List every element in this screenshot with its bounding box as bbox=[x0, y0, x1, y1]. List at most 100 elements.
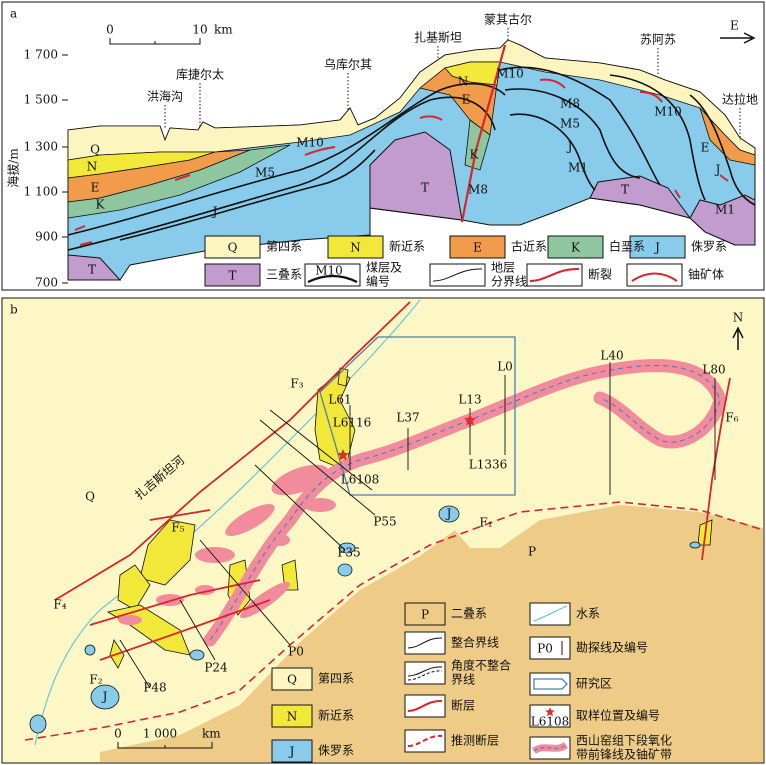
exploration-lines bbox=[119, 362, 716, 689]
legend-line bbox=[407, 666, 443, 677]
unit-label: K bbox=[470, 148, 480, 162]
unit-label: M5 bbox=[255, 166, 275, 180]
y-tick-label: 1 700 bbox=[24, 48, 58, 62]
panel-label: a bbox=[10, 7, 17, 21]
legend-text: 三叠系 bbox=[266, 268, 302, 282]
unit-n bbox=[444, 61, 501, 86]
legend-swatch bbox=[547, 235, 604, 259]
unit-t bbox=[589, 175, 692, 219]
map-label: F₆ bbox=[725, 411, 738, 425]
y-tick-label: 700 bbox=[35, 276, 58, 290]
legend-text: 推测断层 bbox=[451, 733, 499, 748]
legend-text: 分界线 bbox=[491, 275, 527, 289]
unit-label: M8 bbox=[468, 183, 488, 197]
map-label: P55 bbox=[373, 515, 396, 529]
legend-swatch bbox=[429, 263, 486, 287]
map-label: F₁ bbox=[479, 516, 492, 530]
legend-symbol: J bbox=[653, 241, 660, 255]
scale-bar-b bbox=[117, 742, 213, 749]
place-name: 苏阿苏 bbox=[640, 33, 676, 47]
legend-text: 白垩系 bbox=[609, 239, 645, 254]
legend-symbol: N bbox=[350, 241, 361, 255]
legend-swatch bbox=[327, 235, 384, 259]
fault bbox=[460, 44, 507, 223]
map-label: L37 bbox=[396, 411, 419, 425]
legend-swatch bbox=[271, 704, 313, 728]
place-name: 扎基斯坦 bbox=[414, 31, 462, 45]
legend-line bbox=[407, 699, 443, 712]
legend-swatch bbox=[629, 235, 686, 259]
unit-label: J bbox=[714, 163, 721, 177]
map-label: F₂ bbox=[89, 673, 102, 687]
legend-symbol: M10 bbox=[315, 264, 343, 278]
unit-label: N bbox=[87, 160, 98, 174]
study-area bbox=[319, 336, 516, 496]
unit-label: M10 bbox=[296, 136, 324, 150]
north-arrow bbox=[732, 326, 744, 350]
legend-line bbox=[533, 605, 568, 622]
legend-swatch bbox=[526, 263, 583, 287]
legend-symbol: T bbox=[228, 269, 236, 283]
unit-label: N bbox=[458, 75, 469, 89]
unit-label: T bbox=[421, 181, 429, 195]
legend-text: 新近系 bbox=[318, 708, 354, 723]
unit-label: M10 bbox=[496, 67, 524, 81]
legend-text: 古近系 bbox=[511, 239, 547, 254]
legend-text: 煤层及 bbox=[366, 261, 402, 275]
map-label: L61 bbox=[328, 393, 351, 407]
map-label: L13 bbox=[458, 393, 481, 407]
sample-stars bbox=[337, 414, 476, 461]
unit-label: M5 bbox=[560, 117, 580, 131]
legend-text: 整合界线 bbox=[451, 635, 499, 650]
unit-j-patches bbox=[29, 505, 701, 734]
legend-line bbox=[307, 274, 358, 283]
legend-swatch bbox=[449, 235, 506, 259]
legend-text: 研究区 bbox=[576, 676, 612, 691]
unit-q bbox=[67, 39, 756, 161]
legend-text: 带前锋线及铀矿带 bbox=[576, 747, 672, 762]
unit-label: T bbox=[88, 263, 96, 277]
map-label: J bbox=[445, 507, 452, 521]
place-name: 库捷尔太 bbox=[176, 67, 224, 82]
place-name: 乌库尔其 bbox=[324, 57, 372, 72]
legend-text: 水系 bbox=[576, 607, 600, 621]
legend-symbol: L6108 bbox=[531, 715, 570, 729]
scale-label: 10 bbox=[192, 23, 207, 37]
ore-zone bbox=[118, 464, 336, 625]
y-tick-label: 1 500 bbox=[24, 93, 58, 107]
map-label: L6108 bbox=[341, 473, 380, 487]
y-ticks bbox=[62, 54, 68, 284]
map-label: L80 bbox=[702, 363, 725, 377]
legend-text: 取样位置及编号 bbox=[576, 708, 660, 723]
map-label: F₃ bbox=[290, 377, 303, 391]
unit-label: Q bbox=[90, 143, 100, 157]
unit-label: M8 bbox=[560, 97, 580, 111]
legend-text: 侏罗系 bbox=[318, 744, 354, 758]
legend-symbol: Q bbox=[228, 241, 238, 255]
map-label: L40 bbox=[600, 349, 623, 363]
scale-label: 0 bbox=[106, 23, 114, 37]
map-label: P24 bbox=[204, 661, 228, 675]
legend-text: 断裂 bbox=[588, 267, 612, 282]
legend-text: 二叠系 bbox=[451, 607, 487, 621]
oxidation-front bbox=[209, 364, 721, 641]
map-label: F₅ bbox=[171, 521, 184, 535]
scale-label: 0 bbox=[114, 727, 122, 741]
unit-e bbox=[699, 107, 756, 166]
map-label: L1336 bbox=[469, 458, 508, 472]
legend-swatch bbox=[404, 602, 446, 626]
direction: E bbox=[730, 19, 739, 33]
legend-symbols bbox=[204, 235, 686, 763]
faults bbox=[54, 301, 731, 661]
map-label: L0 bbox=[497, 360, 513, 374]
legend-swatch bbox=[204, 263, 261, 287]
legend-text: 铀矿体 bbox=[688, 268, 724, 282]
legend-line bbox=[631, 272, 678, 282]
legend-swatch bbox=[404, 661, 446, 685]
unit-label: M10 bbox=[654, 105, 682, 119]
inferred-fault bbox=[24, 501, 764, 741]
legend-text: 界线 bbox=[451, 673, 475, 687]
map-label: L6116 bbox=[333, 416, 372, 430]
